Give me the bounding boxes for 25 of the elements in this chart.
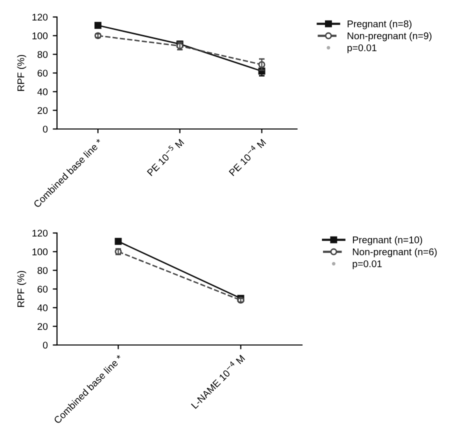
legend-label: Non-pregnant (n=9) — [348, 32, 432, 42]
legend-label: Non-pregnant (n=6) — [352, 248, 437, 258]
y-tick-label: 120 — [32, 14, 48, 21]
y-tick-label: 100 — [32, 248, 48, 256]
x-tick-label: L-NAME 10$^{−4}$ M — [190, 353, 246, 409]
y-tick-label: 0 — [42, 342, 48, 349]
y-tick-label: 0 — [42, 126, 48, 133]
legend-label: Pregnant (n=8) — [348, 20, 412, 30]
y-tick-label: 120 — [32, 230, 48, 237]
y-tick-label: 40 — [37, 88, 48, 96]
x-tick-label: PE 10$^{−4}$ M — [227, 137, 266, 176]
y-axis-title: RPF (%) — [17, 270, 26, 307]
y-tick-label: 40 — [37, 304, 48, 312]
y-tick-label: 20 — [38, 323, 48, 330]
y-tick-label: 60 — [38, 286, 48, 293]
y-tick-label: 60 — [38, 70, 48, 77]
legend-label: Pregnant (n=10) — [352, 236, 422, 246]
y-tick-label: 20 — [38, 107, 48, 114]
text: p=0.01 — [352, 260, 382, 270]
y-axis-title: RPF (%) — [17, 54, 26, 91]
y-tick-label: 80 — [38, 51, 48, 58]
y-tick-label: 80 — [38, 267, 48, 274]
x-tick-label: PE 10$^{−5}$ M — [145, 137, 184, 176]
y-tick-label: 100 — [32, 32, 48, 40]
text: p=0.01 — [348, 44, 376, 54]
